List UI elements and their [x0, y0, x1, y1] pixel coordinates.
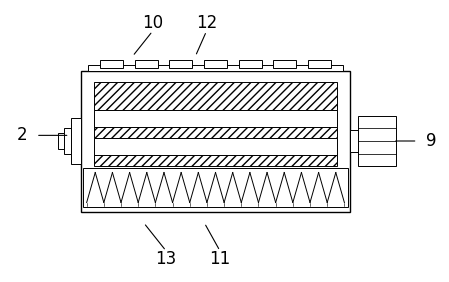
Text: 13: 13: [155, 250, 177, 268]
Bar: [169, 60, 193, 68]
Bar: [94, 127, 337, 138]
Text: 2: 2: [17, 126, 28, 144]
Text: 10: 10: [142, 14, 163, 32]
Bar: [71, 118, 81, 164]
Bar: [88, 65, 343, 70]
Bar: [238, 60, 262, 68]
Bar: [135, 60, 158, 68]
Bar: [94, 138, 337, 155]
Bar: [94, 155, 337, 166]
Bar: [83, 168, 348, 207]
Text: 9: 9: [426, 132, 436, 150]
Text: 12: 12: [196, 14, 217, 32]
Bar: [308, 60, 330, 68]
Bar: [204, 60, 227, 68]
Bar: [94, 82, 337, 110]
Text: 11: 11: [209, 250, 231, 268]
Bar: [350, 130, 358, 152]
Bar: [64, 128, 71, 154]
Bar: [358, 116, 396, 166]
Bar: [94, 110, 337, 127]
Bar: [273, 60, 296, 68]
Bar: [58, 133, 64, 149]
Bar: [101, 60, 123, 68]
Bar: [81, 70, 350, 212]
